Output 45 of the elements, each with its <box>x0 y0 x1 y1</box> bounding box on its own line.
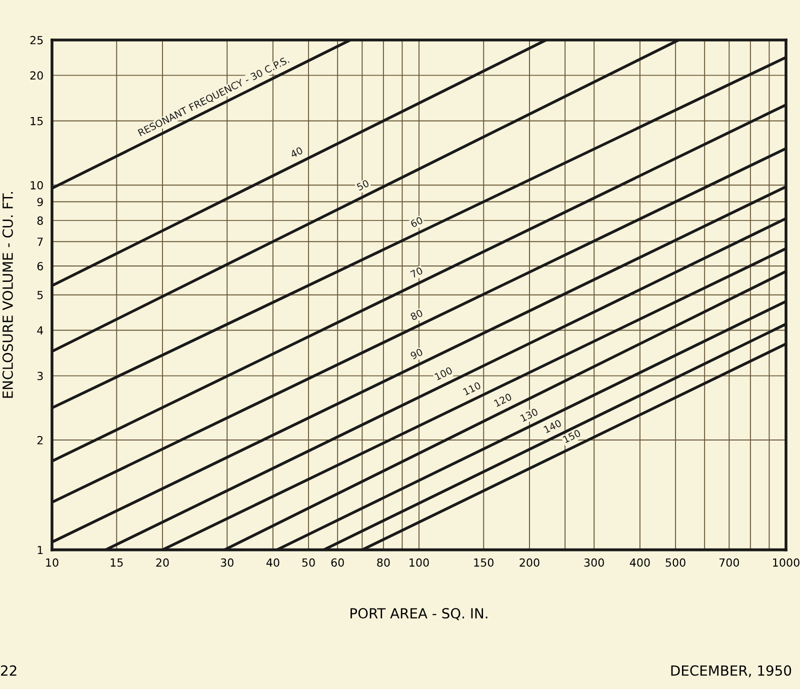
x-tick-label: 15 <box>110 558 123 567</box>
text: 100 <box>434 366 453 380</box>
x-tick-label: 300 <box>584 558 604 567</box>
text: 80 <box>410 309 424 321</box>
y-tick-label: 25 <box>30 36 43 44</box>
x-tick-label: 80 <box>377 558 390 567</box>
y-tick-label: 3 <box>37 372 43 380</box>
x-tick-label: 20 <box>156 558 169 567</box>
text: 50 <box>356 179 370 191</box>
x-tick-label: 700 <box>719 558 740 567</box>
text: 110 <box>462 382 482 396</box>
text: 120 <box>494 392 512 408</box>
x-tick-label: 500 <box>666 558 686 567</box>
text: 40 <box>290 146 304 158</box>
x-tick-label: 60 <box>331 558 344 567</box>
x-tick-label: 200 <box>520 558 540 567</box>
x-tick-label: 100 <box>410 558 429 567</box>
y-tick-label: 20 <box>30 71 43 80</box>
y-tick-label: 4 <box>37 326 44 334</box>
text: 70 <box>410 266 424 278</box>
y-tick-label: 9 <box>37 198 43 206</box>
text: 90 <box>410 348 424 360</box>
y-tick-label: 5 <box>37 291 43 300</box>
y-tick-label: 1 <box>38 546 43 554</box>
y-tick-label: 6 <box>37 262 43 270</box>
y-tick-label: 8 <box>37 216 43 225</box>
y-tick-label: 10 <box>30 181 43 190</box>
y-axis-title: ENCLOSURE VOLUME - CU. FT. <box>2 192 13 398</box>
text: 150 <box>562 429 582 444</box>
y-tick-label: 2 <box>37 436 43 444</box>
y-tick-label: 15 <box>30 116 43 126</box>
x-tick-label: 10 <box>46 558 58 567</box>
y-tick-label: 7 <box>38 238 43 246</box>
text: DECEMBER, 1950 <box>671 665 792 678</box>
x-tick-label: 1000 <box>773 558 800 567</box>
x-tick-label: 150 <box>474 558 494 567</box>
text: 140 <box>543 419 562 434</box>
x-tick-label: 40 <box>266 558 280 567</box>
x-axis-title: PORT AREA - SQ. IN. <box>350 608 488 620</box>
text: 22 <box>1 665 16 676</box>
text: 60 <box>410 216 424 228</box>
text: 130 <box>520 408 538 422</box>
x-tick-label: 30 <box>220 558 234 567</box>
x-tick-label: 50 <box>302 558 315 567</box>
x-tick-label: 400 <box>630 558 650 567</box>
